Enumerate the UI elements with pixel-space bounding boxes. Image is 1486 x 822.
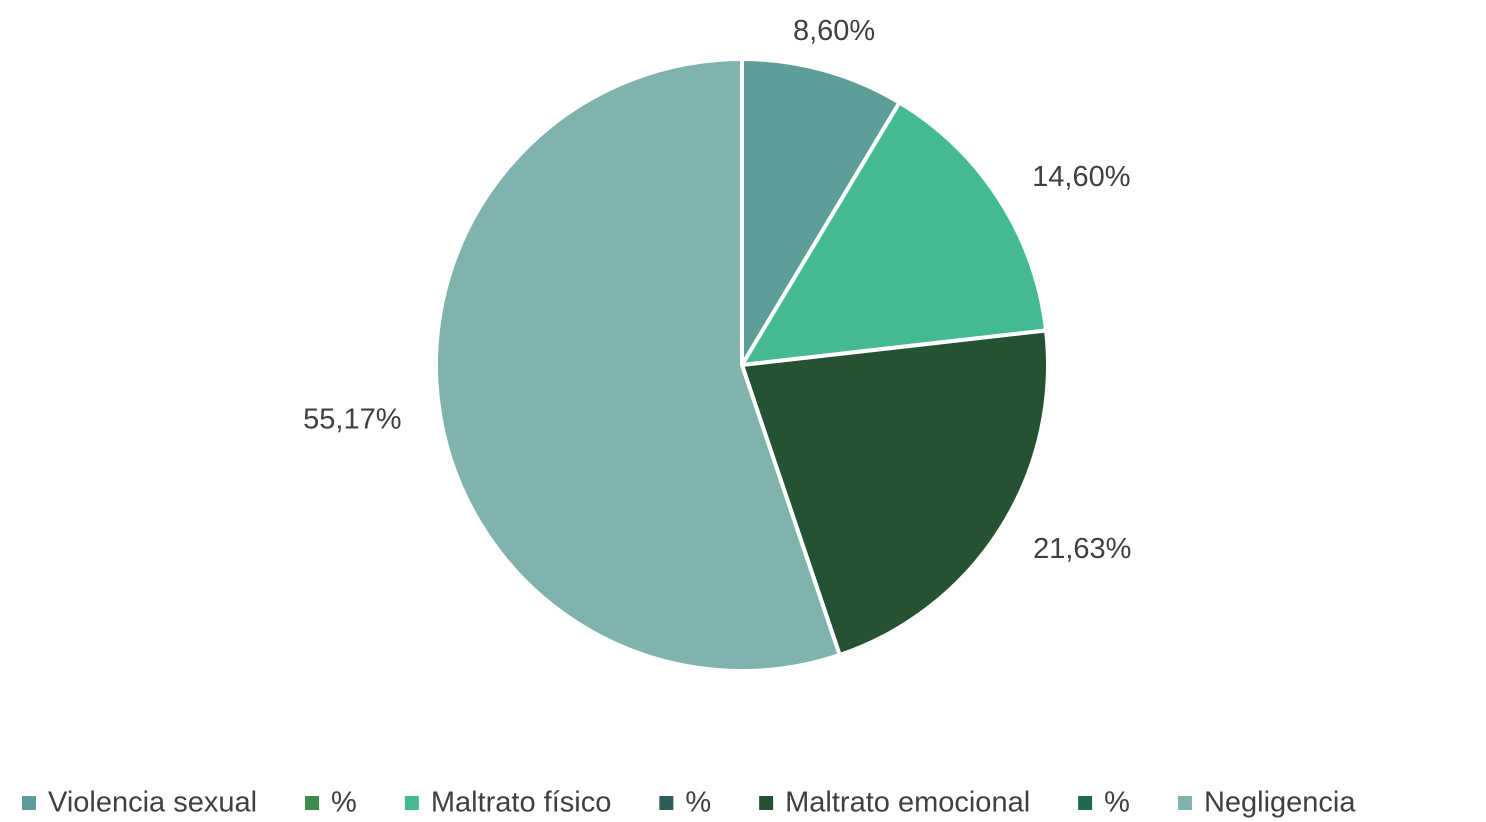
data-label: 55,17%: [303, 403, 401, 435]
pie-slice: [740, 57, 902, 367]
legend-swatch: [305, 796, 320, 810]
legend-swatch: [22, 796, 36, 810]
legend-swatch: [1078, 796, 1093, 810]
legend-swatch: [759, 796, 774, 810]
data-label: 14,60%: [1032, 161, 1130, 193]
legend-label: %: [1104, 787, 1130, 819]
legend-label: Negligencia: [1204, 787, 1356, 819]
legend-swatch: [659, 796, 674, 810]
legend-label: %: [331, 787, 357, 819]
legend-label: Violencia sexual: [48, 787, 257, 819]
legend-label: Maltrato emocional: [785, 787, 1030, 819]
data-label: 21,63%: [1033, 533, 1131, 565]
legend-swatch: [404, 796, 419, 810]
pie-slice: [740, 328, 1050, 657]
legend-label: %: [685, 787, 711, 819]
data-label: 8,60%: [793, 15, 875, 47]
legend-label: Maltrato físico: [431, 787, 612, 819]
legend-swatch: [1177, 796, 1192, 810]
pie-slice: [434, 57, 842, 673]
pie-slice: [740, 100, 1049, 367]
